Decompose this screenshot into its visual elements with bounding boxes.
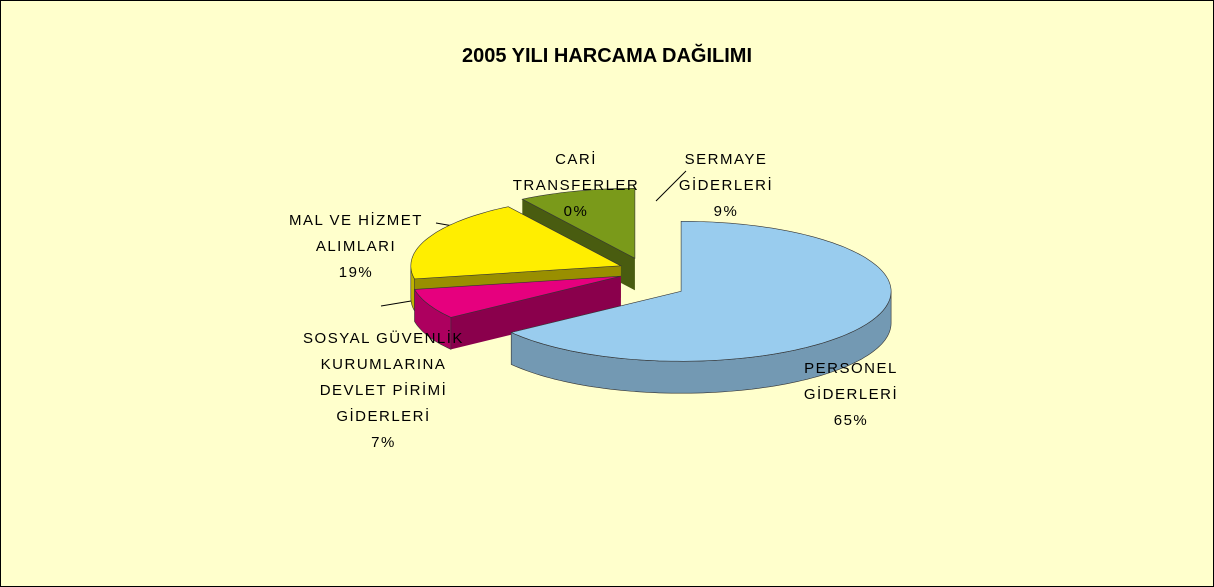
slice xyxy=(410,206,622,280)
chart-title: 2005 YILI HARCAMA DAĞILIMI xyxy=(461,45,753,67)
data-label: PERSONEL GİDERLERİ 65% xyxy=(771,356,931,434)
slice xyxy=(413,275,621,318)
value-label: 7% xyxy=(371,434,396,451)
data-label: SOSYAL GÜVENLİK KURUMLARINA DEVLET PİRİM… xyxy=(291,326,476,456)
data-label: MAL VE HİZMET ALIMLARI 19% xyxy=(271,208,441,286)
category-label: MAL VE HİZMET ALIMLARI xyxy=(289,212,423,255)
category-label: CARİ TRANSFERLER xyxy=(512,151,640,194)
category-label: SOSYAL GÜVENLİK KURUMLARINA DEVLET PİRİM… xyxy=(303,330,464,425)
category-label: PERSONEL GİDERLERİ xyxy=(803,360,899,403)
leader-line xyxy=(655,170,687,202)
slice xyxy=(510,221,892,362)
value-label: 19% xyxy=(338,264,374,281)
category-label: SERMAYE GİDERLERİ xyxy=(678,151,774,194)
data-label: SERMAYE GİDERLERİ 9% xyxy=(651,147,801,225)
value-label: 65% xyxy=(833,412,869,429)
slice xyxy=(521,187,636,259)
value-label: 0% xyxy=(563,203,589,220)
value-label: 9% xyxy=(713,203,739,220)
data-label: CARİ TRANSFERLER 0% xyxy=(501,147,651,225)
